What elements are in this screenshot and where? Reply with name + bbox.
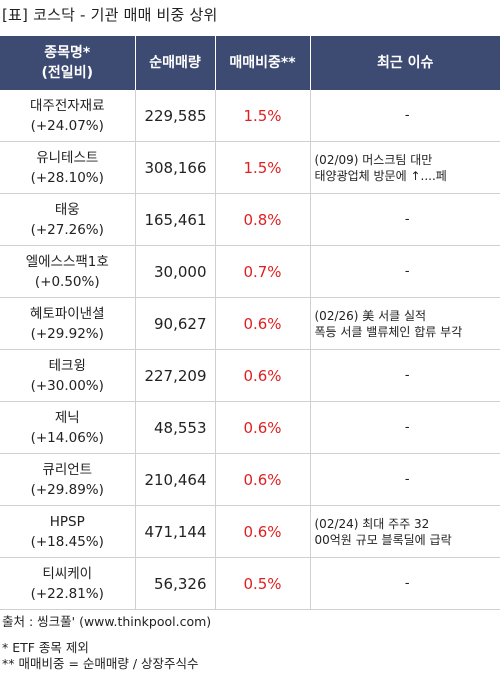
stock-name[interactable]: 티씨케이	[42, 565, 93, 582]
recent-issue[interactable]: (02/24) 최대 주주 32 00억원 규모 블록딜에 급락	[310, 505, 500, 558]
recent-issue-line2[interactable]: 폭등 서클 밸류체인 합류 부각	[314, 324, 463, 339]
stock-change: (+28.10%)	[30, 169, 104, 186]
table-row: 티씨케이 (+22.81%) 56,326 0.5% -	[0, 557, 500, 610]
stock-name-cell: 혜토파이낸셜 (+29.92%)	[0, 297, 136, 350]
trade-ratio: 0.8%	[215, 193, 311, 246]
net-volume: 308,166	[135, 141, 216, 194]
net-volume: 56,326	[135, 557, 216, 610]
table-row: 제닉 (+14.06%) 48,553 0.6% -	[0, 401, 500, 454]
net-volume: 30,000	[135, 245, 216, 298]
recent-issue: -	[310, 453, 500, 506]
table-row: HPSP (+18.45%) 471,144 0.6% (02/24) 최대 주주 32…	[0, 505, 500, 558]
stock-name-cell: 제닉 (+14.06%)	[0, 401, 136, 454]
recent-issue-line1[interactable]: (02/26) 美 서클 실적	[314, 308, 427, 323]
recent-issue: -	[310, 245, 500, 298]
trade-ratio: 0.6%	[215, 453, 311, 506]
recent-issue[interactable]: (02/26) 美 서클 실적 폭등 서클 밸류체인 합류 부각	[310, 297, 500, 350]
stock-name-cell: HPSP (+18.45%)	[0, 505, 136, 558]
trade-ratio: 1.5%	[215, 90, 311, 142]
page-title: [표] 코스닥 - 기관 매매 비중 상위	[2, 6, 218, 24]
stock-name[interactable]: HPSP	[49, 513, 85, 530]
stock-name-cell: 엘에스스팩1호 (+0.50%)	[0, 245, 136, 298]
stock-change: (+24.07%)	[30, 117, 104, 134]
stock-name-cell: 테크윙 (+30.00%)	[0, 349, 136, 402]
table-row: 태웅 (+27.26%) 165,461 0.8% -	[0, 193, 500, 246]
stock-name-cell: 유니테스트 (+28.10%)	[0, 141, 136, 194]
trade-ratio: 0.6%	[215, 505, 311, 558]
stock-name-cell: 티씨케이 (+22.81%)	[0, 557, 136, 610]
stock-name[interactable]: 유니테스트	[36, 149, 99, 166]
ratio-note: ** 매매비중 = 순매매량 / 상장주식수	[2, 656, 199, 671]
header-name-line2: (전일비)	[41, 65, 93, 81]
stock-name-cell: 큐리언트 (+29.89%)	[0, 453, 136, 506]
trade-ratio: 0.7%	[215, 245, 311, 298]
net-volume: 227,209	[135, 349, 216, 402]
header-name-line1: 종목명*	[44, 45, 91, 61]
stock-name-cell: 대주전자재료 (+24.07%)	[0, 90, 136, 142]
source-note: 출처 : 씽크풀' (www.thinkpool.com)	[2, 614, 212, 629]
stock-change: (+27.26%)	[30, 221, 104, 238]
recent-issue: -	[310, 557, 500, 610]
table-row: 큐리언트 (+29.89%) 210,464 0.6% -	[0, 453, 500, 506]
table-row: 유니테스트 (+28.10%) 308,166 1.5% (02/09) 머스크팀 대만…	[0, 141, 500, 194]
trade-ratio: 0.6%	[215, 297, 311, 350]
net-volume: 48,553	[135, 401, 216, 454]
stock-name-cell: 태웅 (+27.26%)	[0, 193, 136, 246]
stock-change: (+29.92%)	[30, 325, 104, 342]
trade-ratio: 1.5%	[215, 141, 311, 194]
net-volume: 90,627	[135, 297, 216, 350]
recent-issue: -	[310, 193, 500, 246]
table-row: 혜토파이낸셜 (+29.92%) 90,627 0.6% (02/26) 美 서클 실적…	[0, 297, 500, 350]
etf-note: * ETF 종목 제외	[2, 640, 89, 655]
recent-issue-line1[interactable]: (02/24) 최대 주주 32	[314, 516, 430, 531]
stock-name[interactable]: 혜토파이낸셜	[29, 305, 105, 322]
recent-issue: -	[310, 90, 500, 142]
stock-change: (+22.81%)	[30, 585, 104, 602]
recent-issue-line2[interactable]: 태양광업체 방문에 ↑....페	[314, 168, 447, 183]
header-ratio: 매매비중**	[215, 36, 311, 90]
stock-change: (+14.06%)	[30, 429, 104, 446]
recent-issue-line1[interactable]: (02/09) 머스크팀 대만	[314, 152, 433, 167]
net-volume: 471,144	[135, 505, 216, 558]
recent-issue-line2[interactable]: 00억원 규모 블록딜에 급락	[314, 532, 452, 547]
institution-trading-table: 종목명* (전일비) 순매매량 매매비중** 최근 이슈 대주전자재료 (+24.…	[0, 36, 500, 610]
trade-ratio: 0.6%	[215, 401, 311, 454]
net-volume: 210,464	[135, 453, 216, 506]
recent-issue: -	[310, 401, 500, 454]
stock-change: (+29.89%)	[30, 481, 104, 498]
header-name: 종목명* (전일비)	[0, 36, 136, 90]
table-row: 테크윙 (+30.00%) 227,209 0.6% -	[0, 349, 500, 402]
table-header-row: 종목명* (전일비) 순매매량 매매비중** 최근 이슈	[0, 36, 500, 90]
trade-ratio: 0.5%	[215, 557, 311, 610]
stock-name[interactable]: 대주전자재료	[29, 97, 105, 114]
stock-name[interactable]: 제닉	[54, 409, 80, 426]
stock-change: (+0.50%)	[34, 273, 100, 290]
stock-change: (+18.45%)	[30, 533, 104, 550]
header-issue: 최근 이슈	[310, 36, 500, 90]
recent-issue[interactable]: (02/09) 머스크팀 대만 태양광업체 방문에 ↑....페	[310, 141, 500, 194]
net-volume: 165,461	[135, 193, 216, 246]
stock-name[interactable]: 엘에스스팩1호	[25, 253, 109, 270]
table-row: 엘에스스팩1호 (+0.50%) 30,000 0.7% -	[0, 245, 500, 298]
recent-issue: -	[310, 349, 500, 402]
stock-name[interactable]: 태웅	[54, 201, 80, 218]
trade-ratio: 0.6%	[215, 349, 311, 402]
header-volume: 순매매량	[135, 36, 216, 90]
stock-name[interactable]: 테크윙	[48, 357, 86, 374]
stock-name[interactable]: 큐리언트	[42, 461, 93, 478]
stock-change: (+30.00%)	[30, 377, 104, 394]
net-volume: 229,585	[135, 90, 216, 142]
table-row: 대주전자재료 (+24.07%) 229,585 1.5% -	[0, 90, 500, 142]
